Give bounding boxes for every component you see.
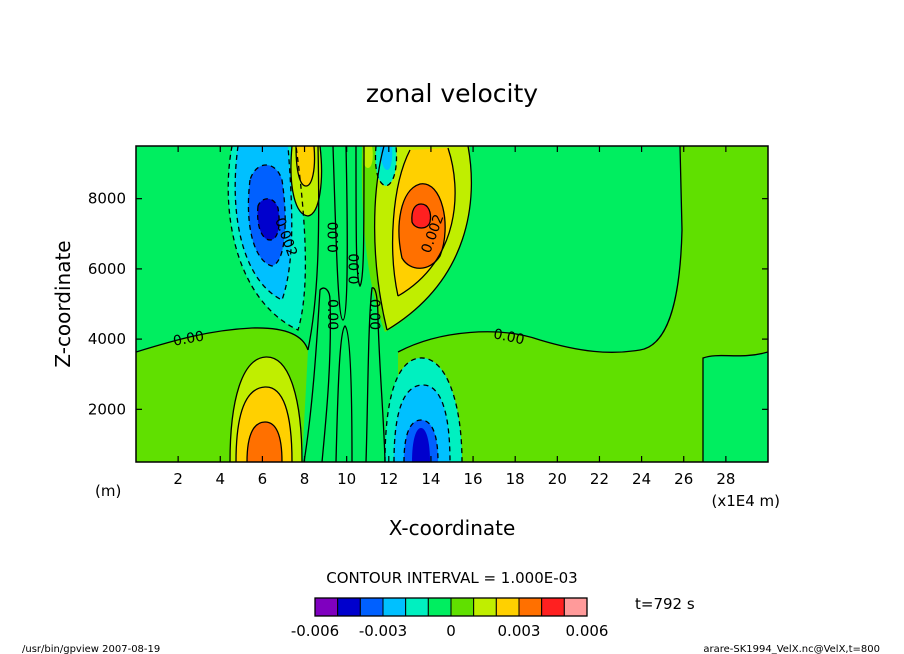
contour-interval-text: CONTOUR INTERVAL = 1.000E-03 (326, 569, 577, 587)
contour-line-moderate-negative-upper-left (247, 164, 286, 267)
contour-lines (136, 146, 768, 462)
x-axis: 2 4 6 8 10 12 14 16 18 20 22 24 26 28 (173, 146, 735, 488)
contour-line-strong-positive-lower-left (246, 421, 283, 462)
contour-fill-moderate-positive-upper-mid-left (296, 146, 315, 186)
colorbar-swatch (405, 597, 429, 617)
contour-line-zero-stripe-2 (303, 287, 332, 462)
x-tick-label: 14 (421, 470, 440, 488)
contour-line-zero-stripe-1 (307, 146, 320, 351)
x-tick-label: 8 (300, 470, 310, 488)
contour-field (136, 146, 768, 462)
colorbar-swatch (359, 597, 384, 617)
colorbar-frame (314, 597, 588, 617)
contour-line-positive-upper (386, 146, 473, 331)
contour-line-strong-positive-upper (398, 183, 446, 269)
y-tick-label: 2000 (88, 400, 126, 418)
x-tick-label: 26 (674, 470, 693, 488)
y-tick-label: 4000 (88, 330, 126, 348)
colorbar-swatch (314, 597, 339, 617)
contour-line-zero-stripe-4 (335, 325, 353, 462)
x-tick-label: 10 (337, 470, 356, 488)
contour-label: 0.00 (172, 329, 205, 350)
contour-fill-strong-positive-lower-left (247, 422, 282, 462)
contour-line-moderate-positive-upper (392, 147, 456, 297)
footer-left-text: /usr/bin/gpview 2007-08-19 (22, 644, 160, 654)
y-axis-label: Z-coordinate (51, 240, 75, 367)
contour-line-moderate-positive-lower-left (235, 386, 293, 462)
colorbar-swatch (518, 597, 543, 617)
colorbar-swatch (382, 597, 407, 617)
x-tick-label: 4 (215, 470, 225, 488)
colorbar-swatch (541, 597, 565, 617)
contour-label: 0.00 (326, 222, 342, 253)
contour-line-weak-positive-upper (373, 146, 388, 331)
y-tick-label: 6000 (88, 260, 126, 278)
x-axis-label: X-coordinate (389, 516, 516, 540)
colorbar-tick-label: 0.006 (566, 622, 609, 640)
x-unit-left: (m) (95, 482, 121, 500)
contour-line-zero-stripe-3 (332, 146, 348, 321)
colorbar-tick-label: -0.006 (291, 622, 339, 640)
colorbar-swatch (450, 597, 475, 617)
contour-label: 0.00 (324, 299, 340, 330)
x-tick-label: 16 (464, 470, 483, 488)
chart-title: zonal velocity (366, 79, 538, 108)
colorbar-swatch (495, 597, 520, 617)
colorbar-tick-label: 0 (446, 622, 456, 640)
contour-line-zero-stripe-6 (365, 287, 386, 462)
contour-line-moderate-positive-upper-mid-left (295, 146, 316, 187)
contour-line-zero-right (397, 146, 683, 353)
contour-line-weak-negative-upper-left (227, 146, 307, 331)
y-axis: 2000 4000 6000 8000 (88, 190, 768, 418)
plot-frame (135, 145, 769, 463)
contour-line-negative-upper-left (234, 146, 293, 301)
colorbar-swatch (337, 597, 361, 617)
contour-label: 0.00 (492, 326, 526, 348)
contour-line-max-positive-upper (411, 203, 432, 229)
x-tick-label: 2 (173, 470, 183, 488)
contour-fill-right-edge (703, 352, 768, 462)
colorbar-swatch (427, 597, 452, 617)
x-tick-label: 22 (590, 470, 609, 488)
contour-fill-positive-upper-mid-right (363, 146, 373, 168)
contour-fill-strong-negative-lower-right (412, 428, 430, 462)
x-tick-label: 24 (632, 470, 651, 488)
contour-label: 0.00 (366, 299, 382, 330)
colorbar-tick-label: 0.003 (498, 622, 541, 640)
x-tick-label: 6 (258, 470, 268, 488)
contour-line-negative-upper-mid (374, 146, 398, 187)
x-unit-right: (x1E4 m) (711, 492, 780, 510)
contour-line-positive-upper-mid-left (290, 146, 323, 217)
y-tick-label: 8000 (88, 190, 126, 208)
contour-fill-strong-negative-upper-left (257, 198, 280, 240)
contour-line-zero-right-edge (702, 351, 768, 462)
colorbar-swatch (563, 597, 588, 617)
time-label: t=792 s (635, 595, 695, 613)
contour-line-zero-stripe-5 (355, 146, 365, 288)
contour-line-zero-left (136, 327, 309, 353)
colorbar: -0.006 -0.003 0 0.003 0.006 (291, 597, 609, 640)
contour-fill-max-positive-upper-right (411, 204, 431, 228)
contour-fill-weak-positive-right (398, 146, 768, 462)
x-tick-label: 20 (548, 470, 567, 488)
contour-line-positive-lower-left (229, 356, 303, 462)
colorbar-swatch (473, 597, 497, 617)
footer-right-text: arare-SK1994_VelX.nc@VelX,t=800 (703, 644, 880, 654)
contour-line-negative-lower-right (393, 384, 451, 462)
contour-line-weak-negative-lower-right (384, 357, 463, 462)
contour-line-moderate-negative-lower-right (403, 419, 439, 462)
x-tick-label: 18 (506, 470, 525, 488)
contour-label: 0.00 (347, 253, 363, 284)
contour-lines-negative (227, 146, 463, 462)
x-tick-label: 12 (379, 470, 398, 488)
colorbar-tick-label: -0.003 (359, 622, 407, 640)
x-tick-label: 28 (716, 470, 735, 488)
